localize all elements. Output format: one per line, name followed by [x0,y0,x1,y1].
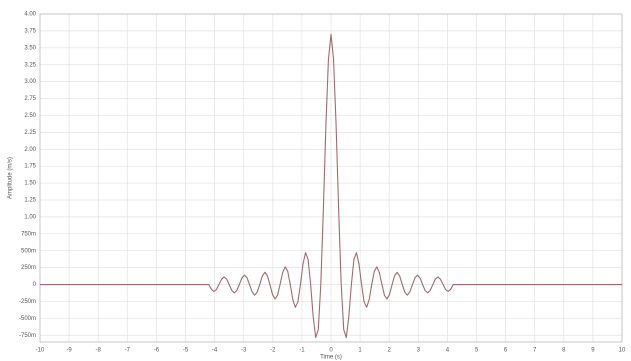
x-tick-label: -2 [270,348,276,354]
y-tick-label: 4.00 [24,12,36,18]
x-tick-label: -9 [66,348,72,354]
y-tick-label: 500m [21,248,36,254]
y-tick-label: 750m [21,231,36,237]
y-tick-label: 1.50 [24,181,36,187]
x-tick-label: 8 [562,348,566,354]
y-tick-label: 2.25 [24,130,36,136]
x-tick-label: 7 [533,348,537,354]
y-tick-label: 2.00 [24,147,36,153]
y-tick-label: 2.50 [24,113,36,119]
x-tick-label: 0 [329,348,333,354]
y-tick-label: 3.25 [24,62,36,68]
x-tick-label: 5 [475,348,479,354]
x-tick-label: 1 [358,348,362,354]
y-tick-label: 3.00 [24,79,36,85]
x-tick-label: -4 [212,348,218,354]
y-tick-label: 2.75 [24,96,36,102]
y-tick-label: 3.75 [24,28,36,34]
x-tick-label: 4 [446,348,450,354]
y-tick-label: -500m [19,316,36,322]
x-tick-label: 3 [417,348,421,354]
x-tick-label: -5 [183,348,189,354]
x-tick-label: 6 [504,348,508,354]
line-series [40,33,622,339]
y-tick-label: 1.00 [24,214,36,220]
x-tick-label: 10 [619,348,626,354]
y-tick-label: 250m [21,265,36,271]
x-tick-label: -6 [154,348,160,354]
plot-frame [39,13,623,343]
x-tick-label: -7 [125,348,131,354]
y-tick-label: -750m [19,333,36,339]
y-tick-label: 1.75 [24,164,36,170]
y-tick-label: 1.25 [24,198,36,204]
y-tick-label: -250m [19,299,36,305]
x-tick-label: 9 [591,348,595,354]
x-tick-label: -8 [96,348,102,354]
y-axis-label: Amplitude (m/s) [8,157,14,199]
y-tick-label: 0 [33,282,37,288]
x-tick-label: 2 [388,348,392,354]
x-tick-label: -1 [299,348,305,354]
x-axis-label: Time (s) [320,355,342,361]
x-tick-label: -10 [36,348,45,354]
y-tick-label: 3.50 [24,45,36,51]
x-tick-label: -3 [241,348,247,354]
